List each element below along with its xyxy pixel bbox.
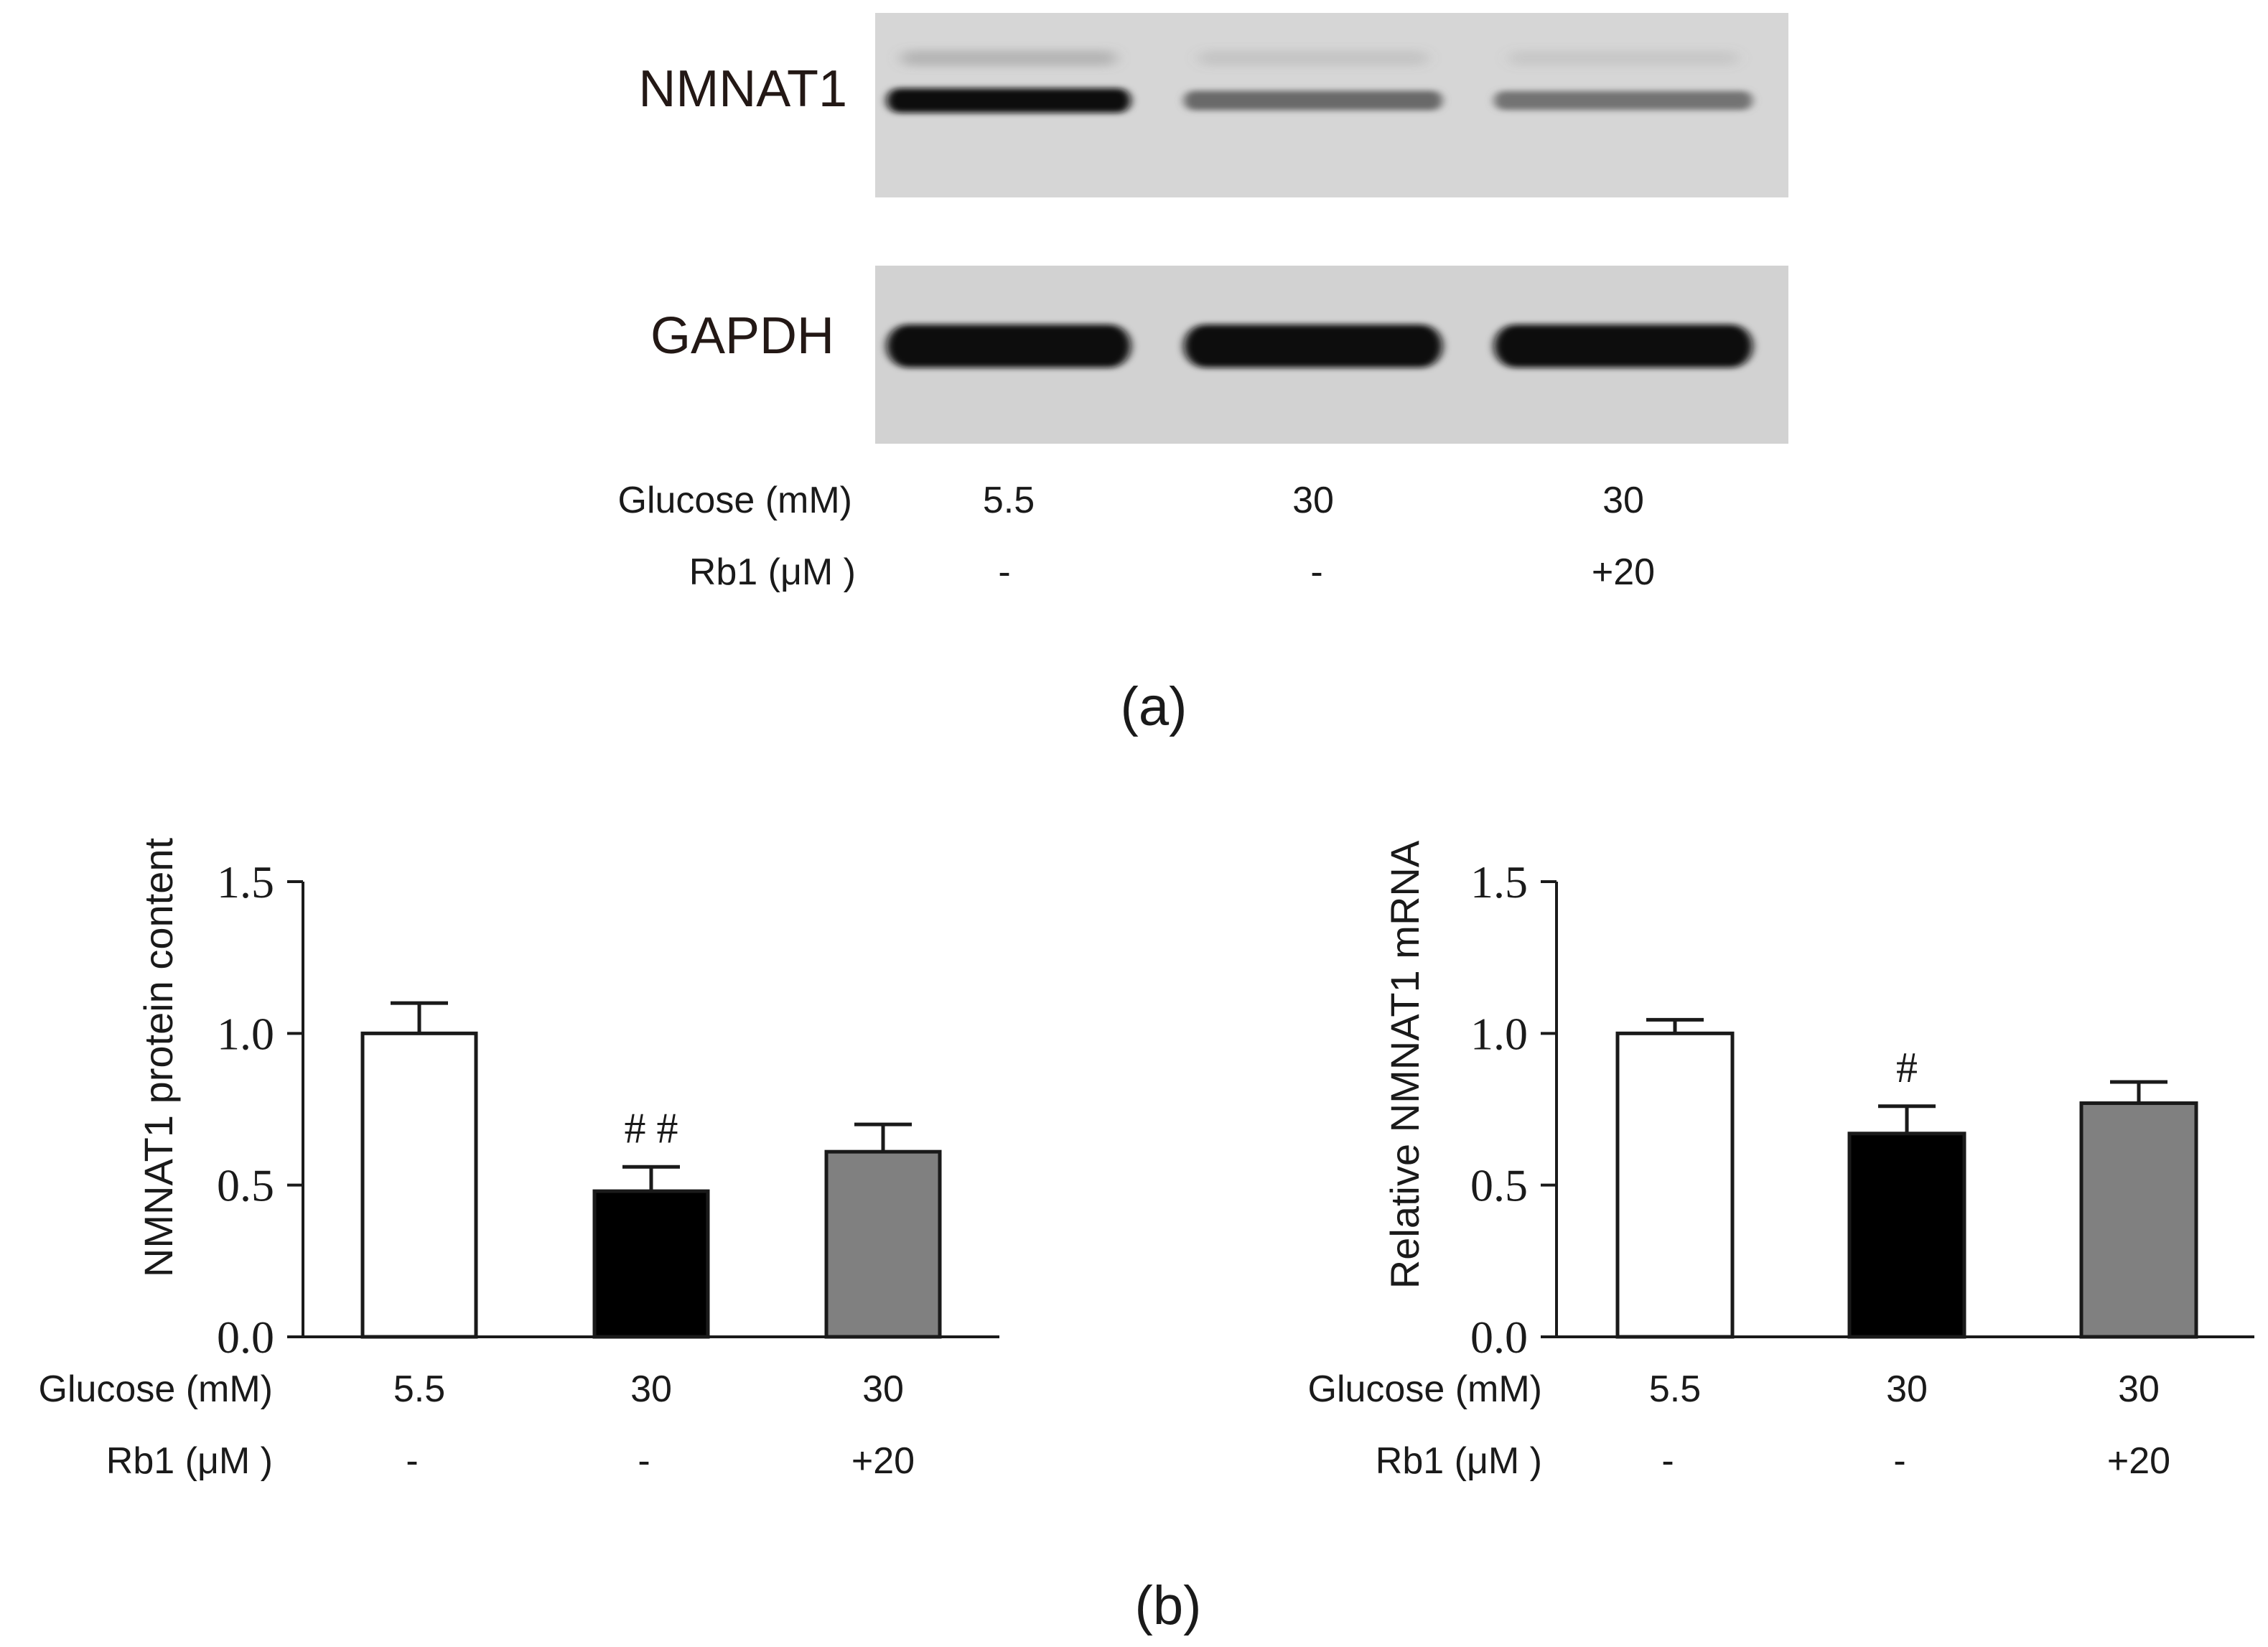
glucose-value: 30	[1886, 1368, 1928, 1410]
blot-glucose-value: 5.5	[983, 480, 1035, 521]
rb1-value: -	[1661, 1440, 1674, 1482]
blot-faint-band	[1198, 50, 1428, 66]
rb1-value: +20	[851, 1440, 915, 1482]
glucose-value: 30	[862, 1368, 904, 1410]
y-tick-label: 0.0	[217, 1312, 274, 1363]
bar	[824, 1149, 942, 1339]
glucose-value: 5.5	[393, 1368, 445, 1410]
blot-glucose-value: 30	[1602, 480, 1644, 521]
panel-label-b: (b)	[1135, 1575, 1202, 1636]
western-blot-panel: NMNAT1 GAPDH Glucose (mM) 5.5 30 30 Rb1 …	[618, 13, 1788, 737]
y-tick-label: 1.0	[217, 1008, 274, 1059]
blot-band	[887, 88, 1131, 113]
blot-label-nmnat1: NMNAT1	[638, 60, 847, 118]
blot-rb1-value: -	[998, 551, 1010, 593]
y-axis-title: NMNAT1 protein content	[136, 838, 181, 1278]
bar-chart-mrna: 0.0 0.5 1.0 1.5 Relative NMNAT1 mRNA # Glucose…	[1308, 840, 2254, 1482]
y-tick-label: 1.0	[1470, 1008, 1528, 1059]
glucose-value: 5.5	[1649, 1368, 1701, 1410]
rb1-value: -	[638, 1440, 650, 1482]
bar	[2079, 1101, 2198, 1339]
y-axis-title: Relative NMNAT1 mRNA	[1382, 840, 1427, 1289]
y-tick-label: 0.5	[217, 1160, 274, 1211]
nmnat1-bands	[887, 50, 1753, 113]
y-tick-label: 0.5	[1470, 1160, 1528, 1211]
glucose-label: Glucose (mM)	[1308, 1368, 1542, 1410]
y-tick-label: 0.0	[1470, 1312, 1528, 1363]
blot-rb1-value: -	[1310, 551, 1322, 593]
rb1-label: Rb1 (μM )	[106, 1440, 273, 1482]
blot-band	[1494, 325, 1753, 368]
rb1-value: -	[1893, 1440, 1905, 1482]
blot-band	[1494, 90, 1753, 111]
rb1-label: Rb1 (μM )	[1376, 1440, 1542, 1482]
significance-marker: #	[1896, 1044, 1918, 1091]
blot-band	[1184, 90, 1442, 111]
blot-rb1-value: +20	[1592, 551, 1655, 593]
blot-label-gapdh: GAPDH	[650, 307, 834, 365]
blot-band	[887, 325, 1131, 368]
glucose-value: 30	[2118, 1368, 2160, 1410]
bar	[1615, 1031, 1735, 1339]
blot-glucose-value: 30	[1292, 480, 1334, 521]
blot-faint-band	[1508, 50, 1738, 66]
blot-faint-band	[901, 50, 1116, 66]
y-tick-label: 1.5	[217, 857, 274, 908]
glucose-value: 30	[630, 1368, 672, 1410]
glucose-label: Glucose (mM)	[39, 1368, 273, 1410]
significance-marker: # #	[625, 1104, 678, 1152]
bar-chart-protein: 0.0 0.5 1.0 1.5 NMNAT1 protein content # # Glu…	[39, 838, 999, 1482]
panel-label-a: (a)	[1121, 676, 1187, 737]
blot-band	[1184, 325, 1442, 368]
rb1-value: -	[406, 1440, 418, 1482]
bar	[360, 1031, 478, 1339]
gapdh-bands	[887, 325, 1753, 368]
blot-glucose-label: Glucose (mM)	[618, 480, 852, 521]
bar	[1847, 1132, 1966, 1339]
rb1-value: +20	[2107, 1440, 2170, 1482]
bar	[592, 1189, 710, 1339]
blot-rb1-label: Rb1 (μM )	[689, 551, 856, 593]
y-tick-label: 1.5	[1470, 857, 1528, 908]
